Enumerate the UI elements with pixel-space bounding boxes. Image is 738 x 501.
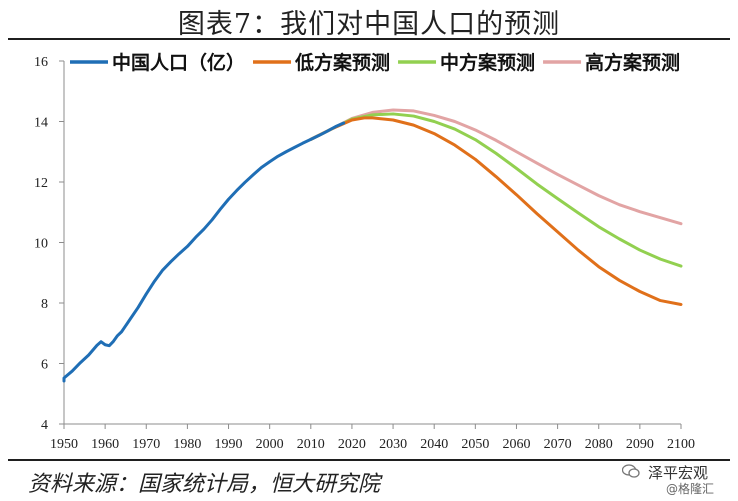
legend-label-1: 低方案预测 xyxy=(294,51,390,74)
legend-label-2: 中方案预测 xyxy=(440,51,535,74)
wechat-icon xyxy=(622,464,640,478)
x-tick-label: 2000 xyxy=(256,437,284,452)
y-tick-label: 12 xyxy=(34,176,48,191)
x-tick-label: 2060 xyxy=(502,437,530,452)
y-tick-label: 16 xyxy=(34,55,48,70)
series-line-0 xyxy=(62,121,346,383)
chart-series xyxy=(62,108,683,383)
x-tick-label: 1990 xyxy=(215,437,243,452)
y-tick-label: 10 xyxy=(34,237,48,252)
x-tick-label: 1980 xyxy=(173,437,201,452)
series-line-2 xyxy=(309,112,683,268)
x-tick-label: 2040 xyxy=(420,437,448,452)
x-tick-label: 1960 xyxy=(91,437,119,452)
population-line-chart: 4 6 8 10 12 14 16 1950 1960 1970 1980 1990 2000 2010… xyxy=(34,51,695,452)
x-tick-label: 2050 xyxy=(461,437,489,452)
legend-label-3: 高方案预测 xyxy=(585,51,680,74)
source-note: 资料来源：国家统计局，恒大研究院 xyxy=(28,472,381,497)
x-tick-label: 2080 xyxy=(585,437,613,452)
page-title: 图表7：我们对中国人口的预测 xyxy=(177,9,561,40)
series-line-1 xyxy=(309,116,683,307)
series-line-3 xyxy=(309,108,683,226)
x-tick-label: 1950 xyxy=(50,437,78,452)
y-tick-label: 6 xyxy=(41,358,48,373)
y-tick-label: 4 xyxy=(41,418,48,433)
x-tick-label: 2090 xyxy=(626,437,654,452)
x-tick-label: 1970 xyxy=(132,437,160,452)
x-tick-label: 2010 xyxy=(297,437,325,452)
y-tick-label: 14 xyxy=(34,116,48,131)
chart-legend: 中国人口（亿） 低方案预测 中方案预测 高方案预测 xyxy=(70,51,680,74)
x-tick-label: 2100 xyxy=(667,437,695,452)
legend-label-0: 中国人口（亿） xyxy=(112,51,245,74)
x-tick-label: 2020 xyxy=(338,437,366,452)
footer-divider xyxy=(8,459,730,461)
y-tick-label: 8 xyxy=(41,297,48,312)
title-divider xyxy=(8,38,730,40)
y-axis-ticks: 4 6 8 10 12 14 16 xyxy=(34,55,64,433)
x-tick-label: 2030 xyxy=(379,437,407,452)
x-tick-label: 2070 xyxy=(544,437,572,452)
watermark-handle: @格隆汇 xyxy=(666,482,715,496)
watermark-name: 泽平宏观 xyxy=(648,464,709,482)
x-axis-ticks: 1950 1960 1970 1980 1990 2000 2010 2020 2030 2040… xyxy=(50,424,695,452)
